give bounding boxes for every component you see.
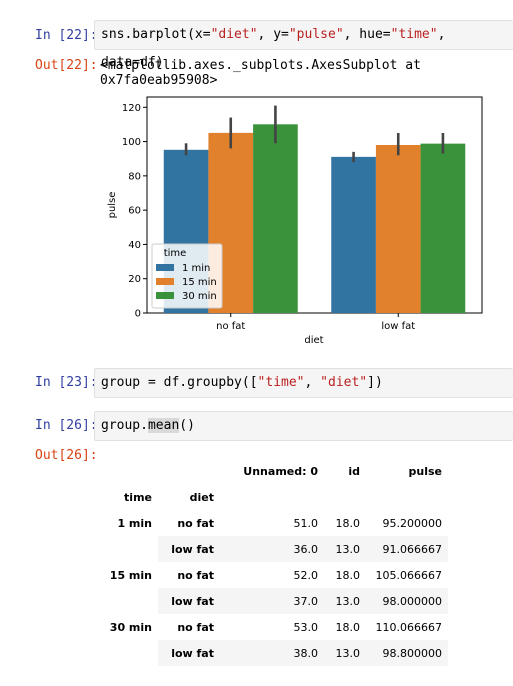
y-tick-label: 120: [122, 103, 141, 114]
row-label-time: [100, 588, 158, 614]
table-cell: 18.0: [335, 516, 361, 530]
out-prompt-22: Out[22]:: [35, 58, 98, 73]
legend-label: 15 min: [182, 277, 217, 288]
row-label-diet: no fat: [177, 516, 214, 530]
y-tick-label: 0: [135, 309, 141, 320]
table-cell: 13.0: [324, 588, 366, 614]
table-cell: 13.0: [324, 640, 366, 666]
in-prompt-26: In [26]:: [35, 418, 98, 433]
table-cell: 51.0: [293, 516, 319, 530]
bar: [331, 156, 376, 313]
table-cell: 91.066667: [366, 536, 448, 562]
code-string: "time": [257, 375, 305, 390]
output-text-22: <matplotlib.axes._subplots.AxesSubplot a…: [100, 58, 421, 88]
row-label-diet: low fat: [158, 588, 220, 614]
legend: time 1 min 15 min 30 min: [151, 243, 223, 309]
table-row: 30 min no fat 53.0 18.0 110.066667: [100, 614, 448, 640]
y-tick-label: 20: [128, 274, 141, 285]
row-label-diet: low fat: [158, 640, 220, 666]
y-tick-label: 100: [122, 137, 141, 148]
y-ticks: 0 20 40 60 80 100 120: [122, 103, 147, 320]
code-string: "diet": [320, 375, 368, 390]
table-cell: 105.066667: [375, 568, 442, 582]
x-tick-label: no fat: [216, 321, 245, 332]
index-name: time: [124, 490, 152, 504]
table-cell: 18.0: [335, 620, 361, 634]
bar: [375, 145, 421, 313]
index-name: diet: [189, 490, 214, 504]
table-cell: 36.0: [220, 536, 324, 562]
out-prompt-26: Out[26]:: [35, 448, 98, 463]
code-string: "diet": [210, 27, 258, 42]
row-label-diet: low fat: [158, 536, 220, 562]
legend-label: 30 min: [182, 291, 217, 302]
code-token: , y=: [257, 27, 289, 42]
code-token: group.: [101, 418, 148, 433]
legend-label: 1 min: [182, 263, 210, 274]
table-cell: 98.800000: [366, 640, 448, 666]
blank-header: [158, 458, 220, 484]
y-tick-label: 80: [128, 171, 141, 182]
bar-chart: 0 20 40 60 80 100 120 no fat low fat diet pulse…: [107, 96, 483, 346]
axes-frame: [146, 96, 483, 314]
row-label-time: 1 min: [117, 516, 152, 530]
in-prompt-23: In [23]:: [35, 375, 98, 390]
code-token: group = df.groupby([: [101, 375, 258, 390]
column-header: pulse: [408, 464, 442, 478]
legend-title: time: [164, 248, 187, 259]
y-tick-label: 40: [128, 240, 141, 251]
bar: [420, 143, 466, 313]
x-axis-label: diet: [304, 335, 323, 346]
table-cell: 98.000000: [366, 588, 448, 614]
code-token: (): [179, 418, 195, 433]
row-label-time: [100, 536, 158, 562]
y-tick-label: 60: [128, 206, 141, 217]
dataframe-table: Unnamed: 0 id pulse time diet 1 min no f…: [100, 458, 448, 666]
code-highlight: mean: [147, 418, 180, 433]
code-string: "pulse": [288, 27, 344, 42]
code-token: ,: [304, 375, 321, 390]
row-label-time: 30 min: [109, 620, 152, 634]
table-row: low fat 38.0 13.0 98.800000: [100, 640, 448, 666]
code-token: ]): [367, 375, 383, 390]
table-cell: 38.0: [220, 640, 324, 666]
table-cell: 110.066667: [375, 620, 442, 634]
table-row: low fat 36.0 13.0 91.066667: [100, 536, 448, 562]
row-label-time: [100, 640, 158, 666]
table-row: 15 min no fat 52.0 18.0 105.066667: [100, 562, 448, 588]
code-token: , hue=: [343, 27, 391, 42]
y-axis-label: pulse: [107, 192, 118, 219]
table-row: low fat 37.0 13.0 98.000000: [100, 588, 448, 614]
table-cell: 95.200000: [382, 516, 443, 530]
legend-swatch: [156, 292, 174, 299]
x-tick-label: low fat: [381, 321, 415, 332]
table-cell: 13.0: [324, 536, 366, 562]
code-token: , data=df): [101, 27, 446, 70]
column-header: id: [348, 464, 360, 478]
x-ticks: no fat low fat: [216, 313, 415, 332]
column-header: Unnamed: 0: [243, 464, 318, 478]
code-input-22[interactable]: sns.barplot(x="diet", y="pulse", hue="ti…: [94, 20, 513, 70]
legend-swatch: [156, 278, 174, 285]
table-cell: 52.0: [293, 568, 319, 582]
table-cell: 53.0: [293, 620, 319, 634]
table-row: 1 min no fat 51.0 18.0 95.200000: [100, 510, 448, 536]
table-cell: 37.0: [220, 588, 324, 614]
code-token: sns.barplot(x=: [101, 27, 211, 42]
in-prompt-22: In [22]:: [35, 28, 98, 43]
row-label-diet: no fat: [177, 568, 214, 582]
legend-swatch: [156, 264, 174, 271]
code-input-26[interactable]: group.mean(): [94, 411, 513, 441]
column-header-row: Unnamed: 0 id pulse: [100, 458, 448, 484]
bar: [253, 124, 298, 314]
table-cell: 18.0: [335, 568, 361, 582]
code-input-23[interactable]: group = df.groupby(["time", "diet"]): [94, 368, 513, 398]
row-label-diet: no fat: [177, 620, 214, 634]
code-string: "time": [390, 27, 438, 42]
index-name-row: time diet: [100, 484, 448, 510]
blank-header: [100, 458, 158, 484]
row-label-time: 15 min: [109, 568, 152, 582]
